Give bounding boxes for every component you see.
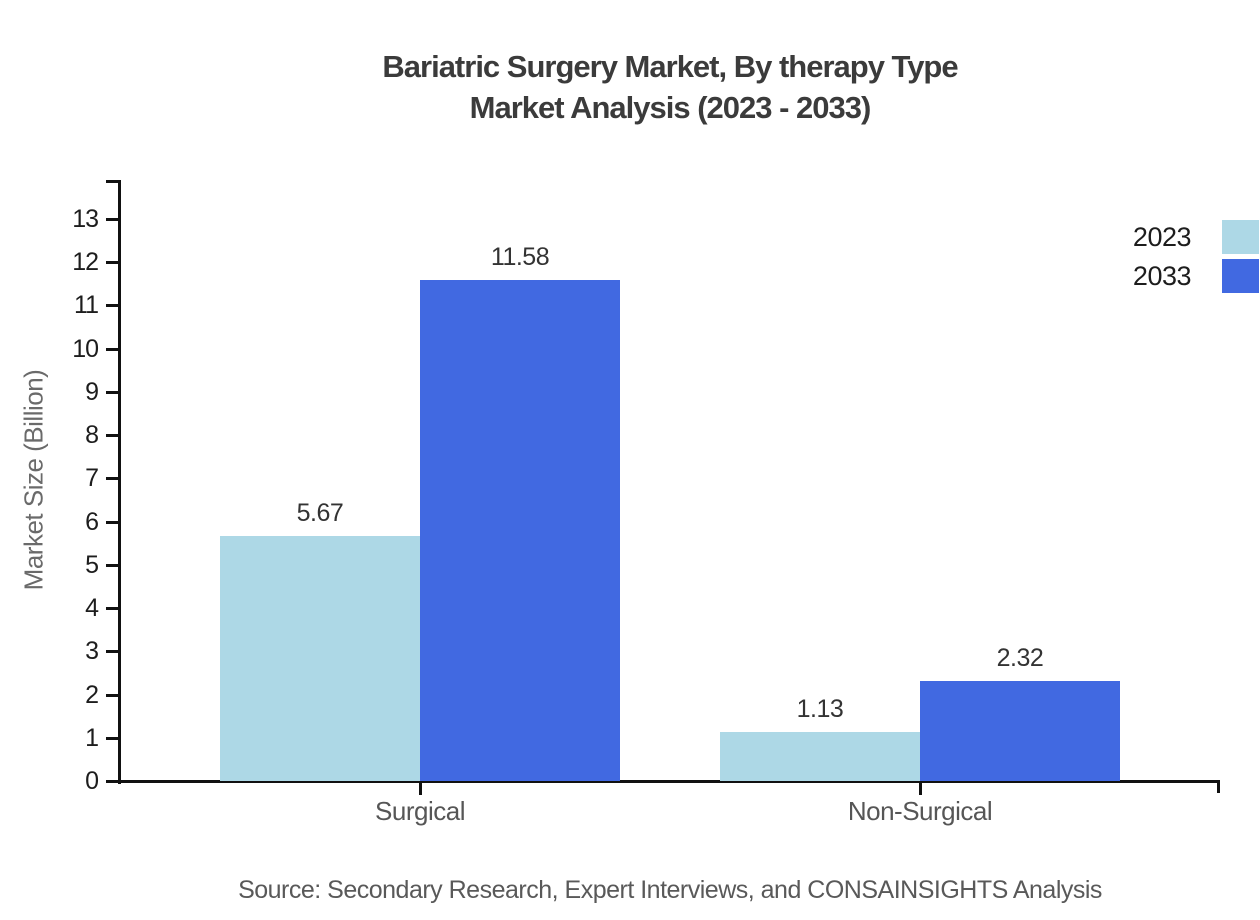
y-axis-tick — [106, 607, 118, 610]
y-axis-tick-label: 8 — [85, 421, 99, 449]
bar-value-label-non-surgical-2023: 1.13 — [796, 695, 844, 723]
y-axis-top-cap — [106, 180, 118, 183]
legend-item-2033: 2033 — [1133, 259, 1259, 293]
bar-value-label-surgical-2033: 11.58 — [490, 243, 550, 271]
chart-title: Bariatric Surgery Market, By therapy Typ… — [120, 46, 1220, 128]
y-axis-tick-label: 3 — [85, 637, 99, 665]
y-axis-tick — [106, 737, 118, 740]
legend-label-2033: 2033 — [1132, 260, 1192, 291]
y-axis-tick — [106, 261, 118, 264]
x-axis-end-cap — [1217, 780, 1220, 793]
x-axis-category-label-non-surgical: Non-Surgical — [847, 796, 993, 826]
bar-surgical-2033 — [420, 280, 620, 781]
legend-label-2023: 2023 — [1132, 221, 1192, 252]
bar-surgical-2023 — [220, 536, 420, 781]
y-axis-tick-label: 11 — [74, 291, 99, 319]
x-axis-category-label-surgical: Surgical — [375, 796, 465, 826]
y-axis-line — [118, 180, 121, 784]
y-axis-tick — [106, 477, 118, 480]
y-axis-tick — [106, 304, 118, 307]
y-axis-tick-label: 1 — [85, 724, 99, 752]
legend-swatch-2033 — [1222, 259, 1259, 293]
chart-title-line-1: Bariatric Surgery Market, By therapy Typ… — [382, 49, 958, 84]
y-axis-tick — [106, 434, 118, 437]
y-axis-tick — [106, 564, 118, 567]
bar-non-surgical-2023 — [720, 732, 920, 781]
bar-value-label-non-surgical-2033: 2.32 — [996, 644, 1044, 672]
y-axis-tick-label: 0 — [85, 767, 99, 795]
y-axis-tick-label: 9 — [85, 378, 99, 406]
y-axis-tick — [106, 391, 118, 394]
bar-non-surgical-2033 — [920, 681, 1120, 781]
y-axis-tick-label: 2 — [85, 681, 99, 709]
y-axis-tick-label: 13 — [72, 205, 99, 233]
source-note: Source: Secondary Research, Expert Inter… — [238, 876, 1102, 904]
y-axis-tick — [106, 348, 118, 351]
x-axis-tick — [919, 783, 922, 795]
legend-item-2023: 2023 — [1133, 220, 1259, 254]
y-axis-tick-label: 10 — [72, 335, 99, 363]
y-axis-tick — [106, 650, 118, 653]
bar-value-label-surgical-2023: 5.67 — [296, 499, 344, 527]
y-axis-tick-label: 12 — [72, 248, 99, 276]
y-axis-tick — [106, 218, 118, 221]
y-axis-tick — [106, 780, 118, 783]
chart-title-line-2: Market Analysis (2023 - 2033) — [469, 90, 872, 125]
y-axis-tick-label: 4 — [85, 594, 99, 622]
y-axis-tick — [106, 521, 118, 524]
y-axis-tick-label: 7 — [85, 464, 99, 492]
x-axis-tick — [419, 783, 422, 795]
y-axis-tick-label: 5 — [85, 551, 99, 579]
y-axis-tick — [106, 694, 118, 697]
x-axis-line — [118, 780, 1220, 783]
y-axis-tick-label: 6 — [85, 508, 99, 536]
legend-swatch-2023 — [1222, 220, 1259, 254]
